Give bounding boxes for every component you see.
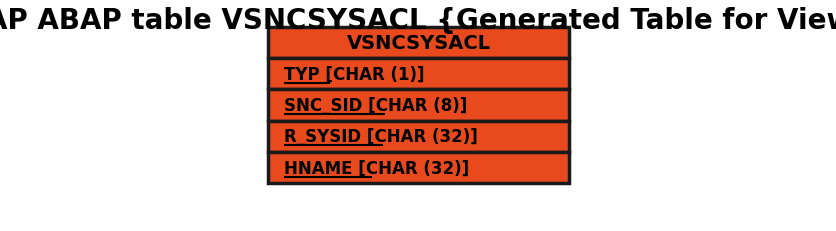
Bar	[268, 152, 568, 184]
Text: HNAME [CHAR (32)]: HNAME [CHAR (32)]	[283, 159, 468, 177]
Text: SNC_SID [CHAR (8)]: SNC_SID [CHAR (8)]	[283, 97, 466, 115]
Text: VSNCSYSACL: VSNCSYSACL	[346, 34, 490, 53]
Text: SAP ABAP table VSNCSYSACL {Generated Table for View}: SAP ABAP table VSNCSYSACL {Generated Tab…	[0, 7, 836, 35]
Bar	[268, 121, 568, 152]
Bar	[268, 28, 568, 59]
Text: TYP [CHAR (1)]: TYP [CHAR (1)]	[283, 66, 424, 83]
Bar	[268, 90, 568, 121]
Bar	[268, 59, 568, 90]
Text: R_SYSID [CHAR (32)]: R_SYSID [CHAR (32)]	[283, 128, 477, 146]
